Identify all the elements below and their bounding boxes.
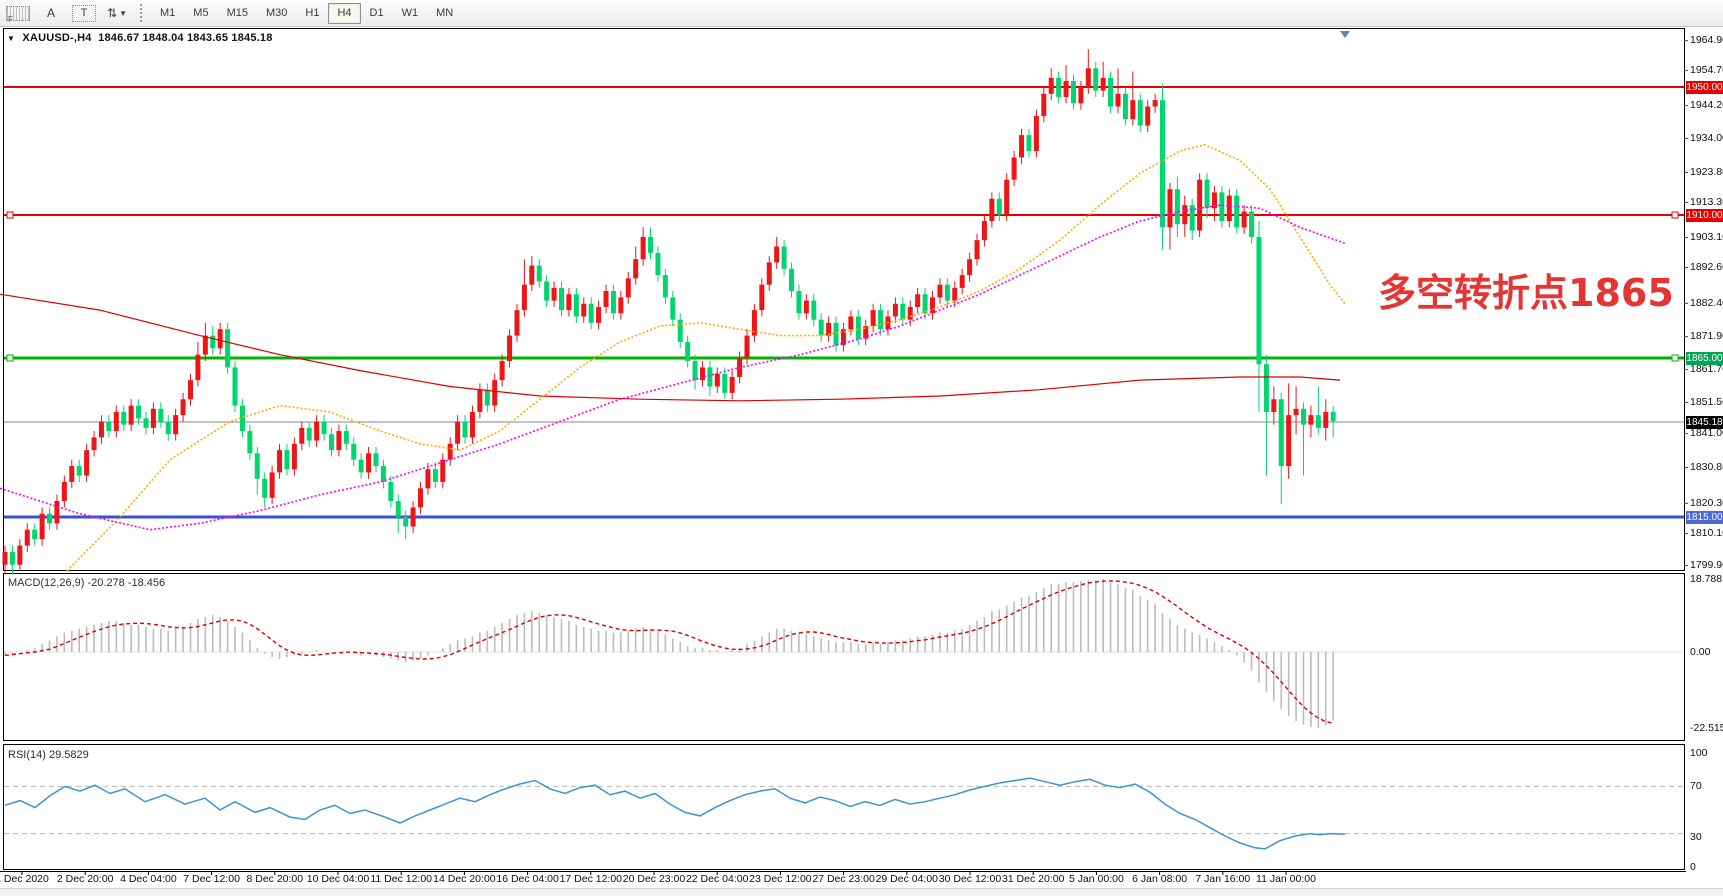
price-axis-tick (1684, 503, 1688, 504)
price-axis-label: 1851.50 (1690, 396, 1723, 408)
timeframe-button-D1[interactable]: D1 (369, 7, 384, 19)
price-axis-tick (1684, 138, 1688, 139)
time-axis-label: 22 Dec 04:00 (685, 873, 749, 885)
price-axis-label: 1799.90 (1690, 559, 1723, 571)
time-axis-label: 5 Jan 00:00 (1068, 873, 1124, 885)
price-axis-label: 1830.80 (1690, 461, 1723, 473)
timeframe-button-MN[interactable]: MN (436, 7, 454, 19)
price-axis-label: 1923.80 (1690, 166, 1723, 178)
macd-indicator-label: MACD(12,26,9) -20.278 -18.456 (8, 577, 166, 589)
rsi-axis-label: 100 (1690, 747, 1708, 759)
chart-ohlc-values: 1846.67 1848.04 1843.65 1845.18 (98, 32, 273, 44)
price-axis-label: 1820.30 (1690, 497, 1723, 509)
macd-axis-label: 0.00 (1690, 646, 1711, 658)
price-axis-tick (1684, 402, 1688, 403)
chart-shift-marker-icon[interactable] (1340, 31, 1350, 38)
time-axis-label: 31 Dec 20:00 (1001, 873, 1065, 885)
text-box-icon[interactable]: T (72, 4, 96, 22)
timeframe-button-W1[interactable]: W1 (401, 7, 419, 19)
time-axis-label: 14 Dec 20:00 (433, 873, 496, 885)
price-axis-tick (1684, 336, 1688, 337)
price-axis-tick (1684, 565, 1688, 566)
time-axis-line (0, 871, 1686, 872)
price-axis-tick (1684, 172, 1688, 173)
time-axis-label: 30 Dec 12:00 (938, 873, 1002, 885)
price-axis-tick (1684, 40, 1688, 41)
price-axis-tick (1684, 202, 1688, 203)
time-axis-label: 20 Dec 23:00 (622, 873, 686, 885)
timeframe-button-M5[interactable]: M5 (193, 7, 209, 19)
rsi-indicator-label: RSI(14) 29.5829 (8, 749, 89, 761)
time-axis-label: 27 Dec 23:00 (812, 873, 875, 885)
time-axis-label: 2 Dec 20:00 (56, 873, 114, 885)
timeframe-button-M30[interactable]: M30 (265, 7, 288, 19)
time-axis-label: 7 Jan 16:00 (1195, 873, 1251, 885)
timeframe-button-M15[interactable]: M15 (226, 7, 248, 19)
price-badge-1845.18[interactable]: 1845.18 (1686, 416, 1723, 429)
price-badge-1865.00[interactable]: 1865.00 (1686, 352, 1723, 365)
time-axis-label: 6 Jan 08:00 (1132, 873, 1188, 885)
price-axis-tick (1684, 237, 1688, 238)
chart-title: ▼ XAUUSD-,H4 1846.67 1848.04 1843.65 184… (7, 32, 273, 44)
rsi-axis-label: 70 (1690, 780, 1702, 792)
rsi-axis-label: 30 (1690, 831, 1702, 843)
window-bottom-strip (0, 888, 1723, 896)
price-axis-tick (1684, 533, 1688, 534)
chart-template-icon[interactable]: F (6, 5, 30, 24)
rsi-axis-label: 0 (1690, 861, 1696, 873)
price-axis-tick (1684, 433, 1688, 434)
price-axis-label: 1882.40 (1690, 297, 1723, 309)
price-axis-label: 1861.70 (1690, 363, 1723, 375)
price-axis-label: 1964.90 (1690, 34, 1723, 46)
macd-axis-label: 18.788 (1690, 573, 1723, 585)
time-axis-label: 16 Dec 04:00 (496, 873, 559, 885)
price-axis-label: 1944.20 (1690, 99, 1723, 111)
time-axis-label: 17 Dec 12:00 (559, 873, 623, 885)
price-axis-tick (1684, 105, 1688, 106)
price-badge-1815.00[interactable]: 1815.00 (1686, 511, 1723, 524)
timeframe-button-H4[interactable]: H4 (328, 2, 361, 24)
toolbar-grip[interactable] (140, 4, 144, 22)
collapse-triangle-icon[interactable]: ▼ (7, 34, 16, 43)
toolbar: F A T ⇅ ▼ M1 M5 M15 M30 H1 H4 D1 W1 MN (0, 0, 1723, 27)
time-axis-label: 8 Dec 20:00 (246, 873, 304, 885)
price-axis-label: 1810.10 (1690, 527, 1723, 539)
macd-axis-label: -22.515 (1690, 722, 1723, 734)
price-axis-label: 1903.10 (1690, 231, 1723, 243)
time-axis-label: 11 Dec 12:00 (370, 873, 433, 885)
price-axis-label: 1892.60 (1690, 261, 1723, 273)
timeframe-button-H1[interactable]: H1 (305, 7, 320, 19)
price-axis-tick (1684, 369, 1688, 370)
time-axis-label: 11 Jan 00:00 (1256, 873, 1316, 885)
timeframe-group: M1 M5 M15 M30 H1 H4 D1 W1 MN (151, 2, 462, 24)
time-axis-label: 4 Dec 04:00 (120, 873, 177, 885)
price-axis-tick (1684, 467, 1688, 468)
macd-panel[interactable] (3, 573, 1685, 741)
dropdown-caret-icon[interactable]: ▼ (119, 8, 127, 18)
rsi-panel[interactable] (3, 744, 1685, 870)
timeframe-button-M1[interactable]: M1 (160, 7, 176, 19)
price-axis-label: 1841.00 (1690, 427, 1723, 439)
price-axis-tick (1684, 70, 1688, 71)
text-label-icon[interactable]: A (46, 6, 55, 20)
price-axis-label: 1913.30 (1690, 196, 1723, 208)
price-axis-label: 1934.00 (1690, 132, 1723, 144)
time-axis-label: 1 Dec 2020 (0, 873, 49, 885)
price-axis-label: 1954.70 (1690, 64, 1723, 76)
time-axis-label: 29 Dec 04:00 (875, 873, 939, 885)
price-badge-1910.00[interactable]: 1910.00 (1686, 209, 1723, 222)
time-axis-label: 23 Dec 12:00 (749, 873, 812, 885)
arrow-objects-icon[interactable]: ⇅ ▼ (107, 6, 127, 20)
chart-annotation-text[interactable]: 多空转折点1865 (1378, 271, 1674, 315)
price-axis-tick (1684, 303, 1688, 304)
price-axis-label: 1871.90 (1690, 330, 1723, 342)
time-axis-label: 10 Dec 04:00 (306, 873, 370, 885)
price-badge-1950.00[interactable]: 1950.00 (1686, 81, 1723, 94)
price-axis-tick (1684, 267, 1688, 268)
time-axis-label: 7 Dec 12:00 (183, 873, 240, 885)
